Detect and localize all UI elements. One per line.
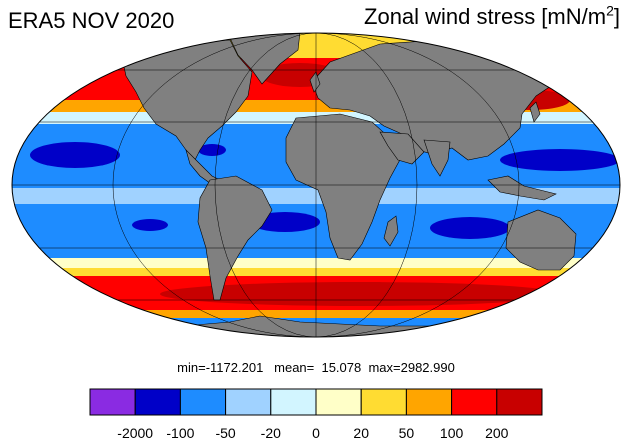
colorbar-label: -20 [261, 425, 281, 441]
land-japan [529, 101, 541, 123]
patch-west-pacific-trades [500, 149, 620, 171]
patch-south-pacific-trades [132, 219, 168, 231]
colorbar-label: 200 [485, 425, 509, 441]
variable-title-end: ] [613, 4, 620, 29]
world-map [11, 32, 621, 338]
patch-north-pacific-trades [30, 142, 120, 168]
land-arabia [379, 131, 425, 165]
land-india [423, 139, 451, 177]
colorbar-swatch [134, 388, 181, 416]
land-indonesia [487, 175, 557, 201]
land-madagascar [383, 215, 399, 247]
colorbar-swatch [179, 388, 227, 416]
colorbar-swatch [225, 388, 272, 416]
land-australia [505, 209, 577, 271]
land [39, 33, 620, 337]
colorbar-label: -50 [215, 425, 235, 441]
colorbar-label: -100 [166, 425, 194, 441]
patch-caribbean [198, 144, 226, 156]
land-uk [309, 71, 321, 93]
colorbar-swatch [496, 388, 543, 416]
patch-indian-trades [430, 217, 510, 239]
colorbar-swatch [451, 388, 498, 416]
globe-outline [11, 32, 621, 338]
colorbar-label: 50 [399, 425, 415, 441]
colorbar-swatch [315, 388, 362, 416]
land-south-america [197, 175, 273, 301]
variable-title-main: Zonal wind stress [mN/m [364, 4, 607, 29]
land-north-america [119, 39, 253, 163]
colorbar-swatch [360, 388, 407, 416]
colorbar-swatch [89, 388, 136, 416]
colorbar-label: 20 [353, 425, 369, 441]
colorbar-label: 0 [312, 425, 320, 441]
colorbar-swatch [270, 388, 317, 416]
variable-title: Zonal wind stress [mN/m2] [364, 4, 620, 30]
colorbar-label: 100 [440, 425, 464, 441]
map-title: ERA5 NOV 2020 [8, 8, 175, 33]
colorbar-label: -2000 [117, 425, 153, 441]
stats-line: min=-1172.201 mean= 15.078 max=2982.990 [177, 360, 455, 375]
colorbar-swatch [405, 388, 453, 416]
variable-title-exponent: 2 [606, 2, 614, 19]
